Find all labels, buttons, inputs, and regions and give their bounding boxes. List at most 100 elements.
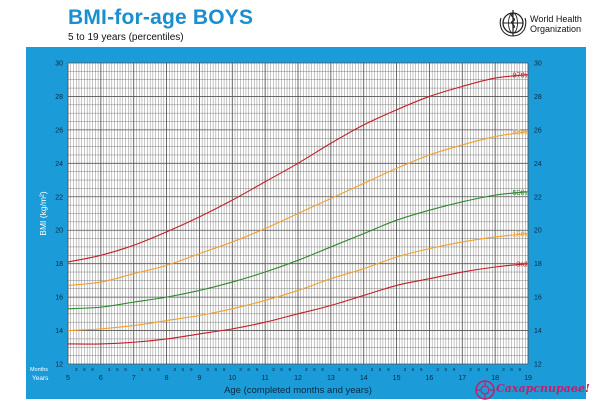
y-tick-label-left: 16 — [55, 295, 63, 302]
month-tick-label: 9 — [288, 367, 291, 373]
month-tick-label: 6 — [116, 367, 119, 373]
series-line-97th — [67, 74, 529, 263]
x-tick-label: 5 — [66, 375, 70, 382]
x-tick-label: 19 — [524, 375, 532, 382]
month-tick-label: 9 — [190, 367, 193, 373]
y-tick-label-right: 12 — [534, 362, 542, 369]
who-line2: Organization — [530, 24, 582, 34]
month-tick-label: 6 — [215, 367, 218, 373]
y-tick-label-left: 24 — [55, 161, 63, 168]
y-tick-label-right: 24 — [534, 161, 542, 168]
month-tick-label: 3 — [469, 367, 472, 373]
series-line-3rd — [67, 263, 529, 345]
y-tick-label-left: 14 — [55, 328, 63, 335]
month-tick-label: 6 — [510, 367, 513, 373]
series-label-85th: 85th — [512, 128, 527, 137]
month-tick-label: 6 — [83, 367, 86, 373]
seal-icon — [475, 380, 495, 400]
month-tick-label: 6 — [247, 367, 250, 373]
month-tick-label: 9 — [518, 367, 521, 373]
x-tick-label: 8 — [165, 375, 169, 382]
month-tick-label: 6 — [445, 367, 448, 373]
watermark-text: Сахарспираве! — [496, 382, 590, 395]
x-axis-title: Age (completed months and years) — [224, 385, 372, 396]
month-tick-label: 6 — [346, 367, 349, 373]
month-tick-label: 9 — [321, 367, 324, 373]
month-tick-label: 9 — [486, 367, 489, 373]
month-tick-label: 9 — [354, 367, 357, 373]
y-tick-label-right: 16 — [534, 295, 542, 302]
y-tick-label-left: 22 — [55, 194, 63, 201]
month-tick-label: 3 — [338, 367, 341, 373]
who-line1: World Health — [530, 14, 582, 24]
series-label-3rd: 3rd — [516, 260, 527, 269]
watermark: Сахарспираве! — [474, 377, 600, 403]
series-label-97th: 97th — [512, 71, 527, 80]
years-row-label: Years — [32, 375, 49, 382]
month-tick-label: 3 — [173, 367, 176, 373]
month-tick-label: 9 — [387, 367, 390, 373]
month-tick-label: 6 — [280, 367, 283, 373]
who-logo: World Health Organization — [498, 8, 600, 42]
y-tick-label-left: 18 — [55, 261, 63, 268]
y-tick-label-left: 12 — [55, 362, 63, 369]
month-tick-label: 9 — [91, 367, 94, 373]
y-tick-label-right: 20 — [534, 228, 542, 235]
x-tick-label: 15 — [393, 375, 401, 382]
series-label-50th: 50th — [512, 188, 527, 197]
month-tick-label: 3 — [141, 367, 144, 373]
y-tick-label-left: 28 — [55, 94, 63, 101]
month-tick-label: 9 — [453, 367, 456, 373]
month-tick-label: 6 — [477, 367, 480, 373]
x-tick-label: 7 — [132, 375, 136, 382]
month-tick-label: 9 — [223, 367, 226, 373]
x-tick-label: 14 — [360, 375, 368, 382]
chart-frame: 97th 85th 50th 15th 3rd 12 12 14 14 16 16 18 18 20 20 2… — [26, 47, 586, 399]
month-tick-label: 3 — [272, 367, 275, 373]
month-tick-label: 6 — [182, 367, 185, 373]
page-subtitle: 5 to 19 years (percentiles) — [68, 32, 184, 43]
x-tick-label: 18 — [491, 375, 499, 382]
month-tick-label: 9 — [124, 367, 127, 373]
x-tick-label: 13 — [327, 375, 335, 382]
month-tick-label: 6 — [149, 367, 152, 373]
x-tick-label: 10 — [228, 375, 236, 382]
y-axis-title: BMI (kg/m²) — [38, 191, 48, 236]
series-label-15th: 15th — [512, 230, 527, 239]
month-tick-label: 3 — [75, 367, 78, 373]
y-tick-label-right: 28 — [534, 94, 542, 101]
x-tick-label: 16 — [426, 375, 434, 382]
month-tick-label: 3 — [371, 367, 374, 373]
month-tick-label: 9 — [157, 367, 160, 373]
x-tick-label: 17 — [458, 375, 466, 382]
month-tick-label: 6 — [412, 367, 415, 373]
month-tick-label: 9 — [256, 367, 259, 373]
x-tick-label: 9 — [197, 375, 201, 382]
page-title: BMI-for-age BOYS — [68, 6, 254, 29]
month-tick-label: 3 — [502, 367, 505, 373]
y-tick-label-right: 14 — [534, 328, 542, 335]
y-tick-label-left: 20 — [55, 228, 63, 235]
y-tick-label-right: 18 — [534, 261, 542, 268]
month-tick-label: 9 — [420, 367, 423, 373]
month-tick-label: 3 — [305, 367, 308, 373]
bmi-chart: 97th 85th 50th 15th 3rd 12 12 14 14 16 16 18 18 20 20 2… — [30, 61, 542, 397]
who-emblem-icon — [499, 10, 527, 37]
series-line-50th — [67, 191, 529, 310]
month-tick-label: 3 — [239, 367, 242, 373]
y-tick-label-left: 26 — [55, 127, 63, 134]
month-tick-label: 3 — [403, 367, 406, 373]
month-tick-label: 3 — [206, 367, 209, 373]
month-tick-label: 6 — [313, 367, 316, 373]
series-line-15th — [67, 233, 529, 332]
month-tick-label: 3 — [108, 367, 111, 373]
who-text: World Health Organization — [530, 14, 582, 34]
month-tick-label: 3 — [436, 367, 439, 373]
y-tick-label-right: 22 — [534, 194, 542, 201]
month-tick-label: 6 — [379, 367, 382, 373]
x-tick-label: 11 — [262, 375, 269, 382]
y-tick-label-left: 30 — [55, 61, 63, 68]
x-tick-label: 12 — [294, 375, 302, 382]
x-tick-label: 6 — [99, 375, 103, 382]
series-line-85th — [67, 131, 529, 286]
